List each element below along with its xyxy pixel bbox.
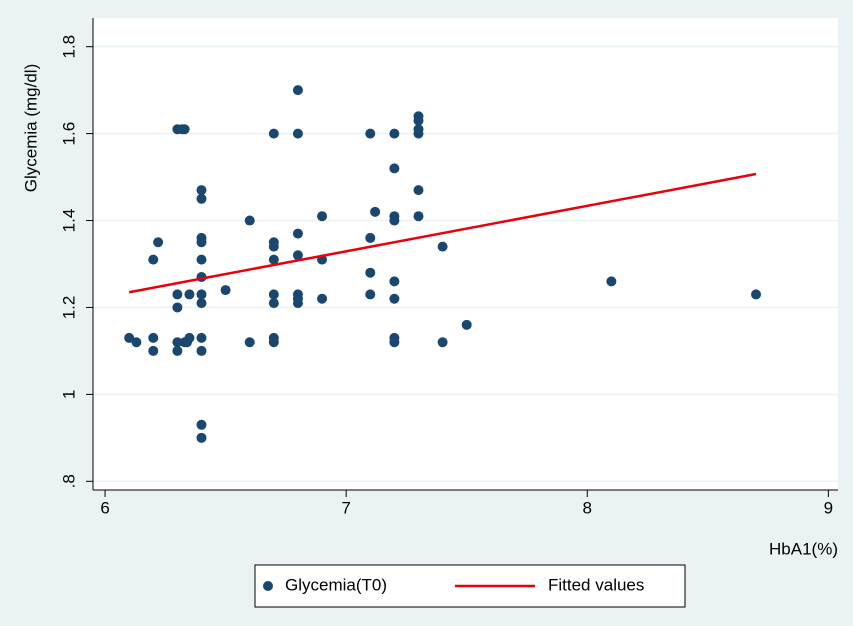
data-point — [268, 241, 279, 252]
y-tick-label: 1 — [59, 390, 78, 399]
data-point — [317, 293, 328, 304]
legend-label: Fitted values — [548, 575, 644, 594]
x-axis-title: HbA1(%) — [769, 539, 838, 558]
data-point — [268, 128, 279, 139]
y-tick-label: 1.4 — [59, 209, 78, 233]
data-point — [196, 289, 207, 300]
data-point — [196, 254, 207, 265]
data-point — [268, 298, 279, 309]
data-point — [179, 124, 190, 135]
data-point — [124, 332, 135, 343]
x-tick-label: 9 — [824, 498, 833, 517]
data-point — [196, 193, 207, 204]
data-point — [751, 289, 762, 300]
data-point — [153, 237, 164, 248]
legend-swatch — [263, 581, 273, 591]
y-tick-label: 1.8 — [59, 35, 78, 59]
y-tick-label: 1.2 — [59, 296, 78, 320]
data-point — [244, 215, 255, 226]
data-point — [413, 115, 424, 126]
data-point — [196, 298, 207, 309]
data-point — [461, 319, 472, 330]
data-point — [365, 128, 376, 139]
y-tick-label: 1.6 — [59, 122, 78, 146]
data-point — [148, 332, 159, 343]
data-point — [131, 337, 142, 348]
data-point — [268, 289, 279, 300]
fit-line — [128, 172, 757, 294]
data-point — [413, 211, 424, 222]
data-point — [148, 254, 159, 265]
data-point — [317, 211, 328, 222]
data-point — [389, 215, 400, 226]
data-point — [389, 276, 400, 287]
data-point — [365, 267, 376, 278]
data-point — [413, 185, 424, 196]
data-point — [292, 298, 303, 309]
data-point — [148, 345, 159, 356]
data-point — [220, 285, 231, 296]
data-point — [184, 289, 195, 300]
y-tick-label: .8 — [59, 474, 78, 488]
plot-area — [93, 18, 838, 490]
data-point — [196, 185, 207, 196]
data-point — [437, 337, 448, 348]
data-point — [292, 228, 303, 239]
data-point — [172, 345, 183, 356]
data-point — [196, 237, 207, 248]
data-point — [172, 337, 183, 348]
data-point — [389, 293, 400, 304]
x-tick-label: 8 — [583, 498, 592, 517]
data-point — [292, 250, 303, 261]
data-point — [370, 206, 381, 217]
data-point — [244, 337, 255, 348]
data-point — [389, 337, 400, 348]
data-point — [196, 419, 207, 430]
data-point — [172, 289, 183, 300]
data-point — [606, 276, 617, 287]
data-point — [268, 254, 279, 265]
data-point — [413, 128, 424, 139]
data-point — [389, 163, 400, 174]
data-point — [196, 332, 207, 343]
data-point — [196, 432, 207, 443]
data-point — [182, 337, 193, 348]
data-point — [292, 128, 303, 139]
data-point — [268, 337, 279, 348]
data-point — [389, 128, 400, 139]
data-point — [172, 302, 183, 313]
data-point — [196, 345, 207, 356]
y-axis-title: Glycemia (mg/dl) — [21, 64, 40, 192]
data-point — [292, 85, 303, 96]
data-point — [365, 232, 376, 243]
x-tick-label: 7 — [341, 498, 350, 517]
legend-label: Glycemia(T0) — [285, 575, 387, 594]
data-point — [437, 241, 448, 252]
data-point — [365, 289, 376, 300]
x-tick-label: 6 — [100, 498, 109, 517]
